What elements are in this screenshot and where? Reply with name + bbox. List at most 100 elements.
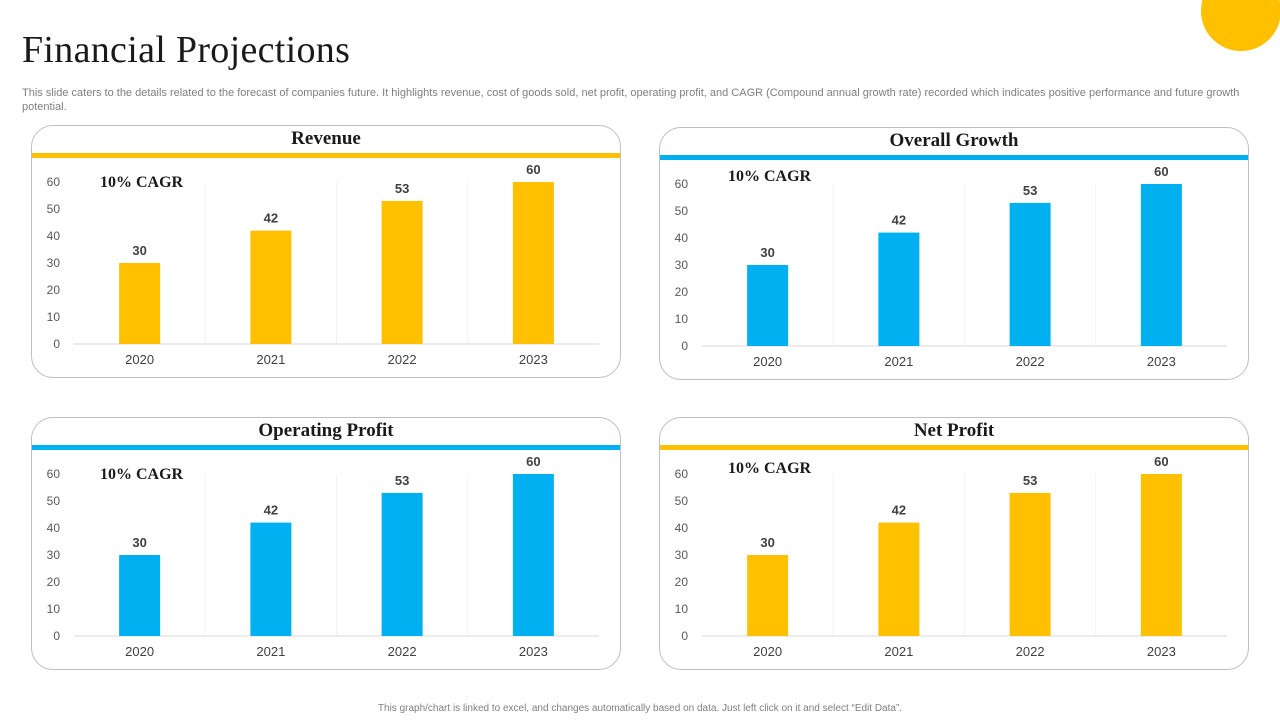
y-tick-label: 20: [675, 575, 689, 589]
x-tick-label: 2021: [884, 644, 913, 659]
y-tick-label: 10: [675, 602, 689, 616]
bar: [250, 522, 292, 636]
y-tick-label: 0: [53, 337, 60, 351]
data-label: 30: [760, 535, 774, 550]
x-tick-label: 2023: [1147, 644, 1176, 659]
operating-profit-chart-panel[interactable]: Operating Profit 0 10 20 30 40 50 60 30 2020 42 20…: [31, 417, 621, 670]
data-label: 42: [892, 213, 906, 228]
cagr-annotation: 10% CAGR: [100, 174, 184, 191]
y-tick-label: 30: [675, 548, 689, 562]
title-rule: [32, 153, 620, 158]
x-tick-label: 2020: [753, 354, 782, 369]
y-tick-label: 10: [47, 310, 61, 324]
x-tick-label: 2022: [388, 644, 417, 659]
x-tick-label: 2020: [125, 644, 154, 659]
data-label: 60: [1154, 164, 1168, 179]
data-label: 42: [264, 503, 278, 518]
x-tick-label: 2022: [388, 352, 417, 367]
bar: [1140, 184, 1182, 346]
y-tick-label: 50: [675, 204, 689, 218]
y-tick-label: 60: [675, 467, 689, 481]
data-label: 53: [395, 181, 409, 196]
bar-chart[interactable]: 0 10 20 30 40 50 60 30 2020 42 2021 53 2022 60 2023: [32, 126, 621, 378]
y-tick-label: 40: [675, 521, 689, 535]
chart-title: Operating Profit: [258, 420, 394, 441]
bar: [1009, 202, 1051, 346]
chart-title: Revenue: [291, 128, 361, 149]
bar-chart[interactable]: 0 10 20 30 40 50 60 30 2020 42 2021 53 2022 60 2023: [660, 418, 1249, 670]
bar: [119, 263, 161, 344]
bar: [250, 230, 292, 344]
y-tick-label: 60: [675, 177, 689, 191]
page-subtitle: This slide caters to the details related…: [22, 87, 1240, 113]
revenue-chart-panel[interactable]: Revenue 0 10 20 30 40 50 60 30 2020 42 2021 53 2022 6…: [31, 125, 621, 378]
bar: [1009, 492, 1051, 636]
y-tick-label: 40: [47, 229, 61, 243]
chart-title: Overall Growth: [889, 130, 1019, 151]
data-label: 60: [1154, 454, 1168, 469]
cagr-annotation: 10% CAGR: [728, 460, 812, 477]
y-tick-label: 50: [47, 494, 61, 508]
bar: [381, 200, 423, 344]
y-tick-label: 0: [681, 629, 688, 643]
cagr-annotation: 10% CAGR: [728, 168, 812, 185]
bar: [1140, 474, 1182, 636]
x-tick-label: 2021: [256, 352, 285, 367]
y-tick-label: 60: [47, 175, 61, 189]
y-tick-label: 50: [47, 202, 61, 216]
x-tick-label: 2020: [753, 644, 782, 659]
title-rule: [32, 445, 620, 450]
net-profit-chart-panel[interactable]: Net Profit 0 10 20 30 40 50 60 30 2020 42 2021 53 20…: [659, 417, 1249, 670]
y-tick-label: 60: [47, 467, 61, 481]
y-tick-label: 20: [47, 283, 61, 297]
data-label: 60: [526, 454, 540, 469]
bar: [512, 182, 554, 344]
bar: [512, 474, 554, 636]
bar: [878, 232, 920, 346]
data-label: 30: [132, 535, 146, 550]
bar: [747, 555, 789, 636]
y-tick-label: 50: [675, 494, 689, 508]
bar-chart[interactable]: 0 10 20 30 40 50 60 30 2020 42 2021 53 2022 60 2023: [32, 418, 621, 670]
data-label: 30: [760, 245, 774, 260]
data-label: 60: [526, 162, 540, 177]
cagr-annotation: 10% CAGR: [100, 466, 184, 483]
y-tick-label: 20: [47, 575, 61, 589]
data-label: 42: [264, 211, 278, 226]
data-label: 42: [892, 503, 906, 518]
bar: [381, 492, 423, 636]
y-tick-label: 0: [681, 339, 688, 353]
chart-title: Net Profit: [913, 420, 995, 441]
x-tick-label: 2023: [519, 644, 548, 659]
y-tick-label: 20: [675, 285, 689, 299]
y-tick-label: 40: [675, 231, 689, 245]
bar: [878, 522, 920, 636]
x-tick-label: 2022: [1016, 354, 1045, 369]
title-rule: [660, 445, 1248, 450]
bar: [747, 265, 789, 346]
bar-chart[interactable]: 0 10 20 30 40 50 60 30 2020 42 2021 53 2022 60 2023: [660, 128, 1249, 380]
y-tick-label: 30: [675, 258, 689, 272]
data-label: 53: [395, 473, 409, 488]
x-tick-label: 2023: [519, 352, 548, 367]
y-tick-label: 10: [675, 312, 689, 326]
y-tick-label: 40: [47, 521, 61, 535]
bar: [119, 555, 161, 636]
x-tick-label: 2021: [256, 644, 285, 659]
data-label: 53: [1023, 183, 1037, 198]
y-tick-label: 30: [47, 256, 61, 270]
data-label: 53: [1023, 473, 1037, 488]
y-tick-label: 30: [47, 548, 61, 562]
data-label: 30: [132, 243, 146, 258]
footer-note: This graph/chart is linked to excel, and…: [377, 703, 903, 714]
x-tick-label: 2023: [1147, 354, 1176, 369]
overall-growth-chart-panel[interactable]: Overall Growth 0 10 20 30 40 50 60 30 2020 42 2021…: [659, 127, 1249, 380]
x-tick-label: 2020: [125, 352, 154, 367]
y-tick-label: 10: [47, 602, 61, 616]
corner-decoration-circle: [1201, 0, 1280, 51]
x-tick-label: 2021: [884, 354, 913, 369]
y-tick-label: 0: [53, 629, 60, 643]
page-title: Financial Projections: [22, 29, 351, 71]
title-rule: [660, 155, 1248, 160]
x-tick-label: 2022: [1016, 644, 1045, 659]
